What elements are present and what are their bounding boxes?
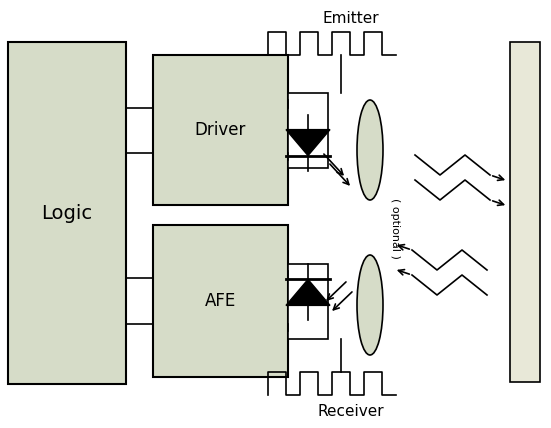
- Text: Receiver: Receiver: [318, 404, 384, 419]
- Ellipse shape: [357, 255, 383, 355]
- Bar: [288, 92, 328, 167]
- Text: Driver: Driver: [195, 121, 246, 139]
- Bar: [153, 55, 288, 205]
- Bar: [8, 42, 126, 384]
- Text: ( optional ): ( optional ): [390, 198, 400, 259]
- Bar: [153, 225, 288, 377]
- Bar: [510, 42, 540, 382]
- Bar: [288, 264, 328, 339]
- Text: Emitter: Emitter: [323, 11, 379, 26]
- Polygon shape: [286, 279, 330, 306]
- Text: AFE: AFE: [205, 292, 236, 310]
- Text: Logic: Logic: [41, 203, 93, 223]
- Ellipse shape: [357, 100, 383, 200]
- Polygon shape: [286, 130, 330, 156]
